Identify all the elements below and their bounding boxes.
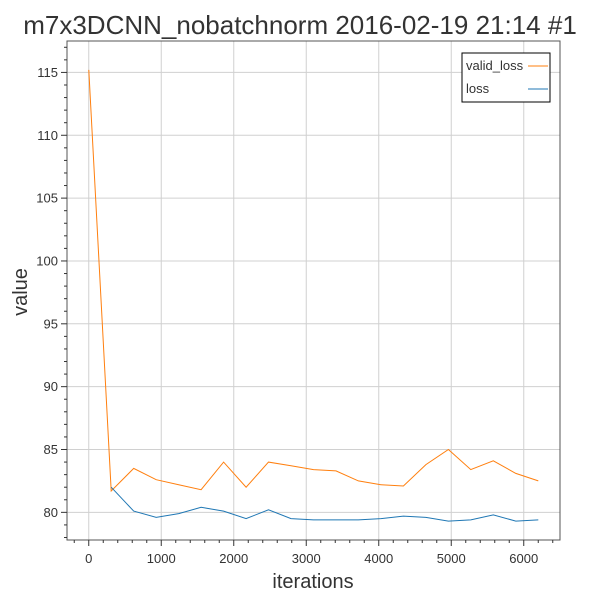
- x-tick-label: 1000: [147, 551, 176, 566]
- series-line-loss: [110, 486, 539, 522]
- x-axis: 0 1000 2000 3000 4000 5000 6000: [73, 540, 554, 566]
- y-tick-label: 90: [44, 379, 58, 394]
- legend-label-valid-loss: valid_loss: [466, 58, 524, 73]
- y-axis: 80 85 90 95 100 105 110 115: [36, 46, 67, 538]
- x-tick-label: 4000: [364, 551, 393, 566]
- x-tick-label: 2000: [219, 551, 248, 566]
- y-tick-label: 105: [36, 191, 58, 206]
- y-tick-label: 95: [44, 316, 58, 331]
- x-axis-label: iterations: [272, 571, 353, 593]
- chart-title: m7x3DCNN_nobatchnorm 2016-02-19 21:14 #1: [23, 10, 577, 40]
- legend: valid_loss loss: [461, 52, 551, 103]
- series-line-valid-loss: [88, 69, 539, 493]
- legend-box: [461, 52, 551, 103]
- y-tick-label: 80: [44, 505, 58, 520]
- grid: [67, 41, 560, 540]
- y-tick-label: 85: [44, 442, 58, 457]
- y-axis-label: value: [10, 268, 32, 316]
- x-tick-label: 6000: [509, 551, 538, 566]
- y-tick-label: 100: [36, 253, 58, 268]
- x-tick-label: 3000: [292, 551, 321, 566]
- y-tick-label: 110: [37, 128, 58, 143]
- legend-label-loss: loss: [466, 81, 490, 96]
- y-tick-label: 115: [37, 65, 58, 80]
- x-tick-label: 0: [85, 551, 92, 566]
- plot-area: [66, 40, 561, 541]
- series-lines: [88, 69, 539, 522]
- x-tick-label: 5000: [437, 551, 466, 566]
